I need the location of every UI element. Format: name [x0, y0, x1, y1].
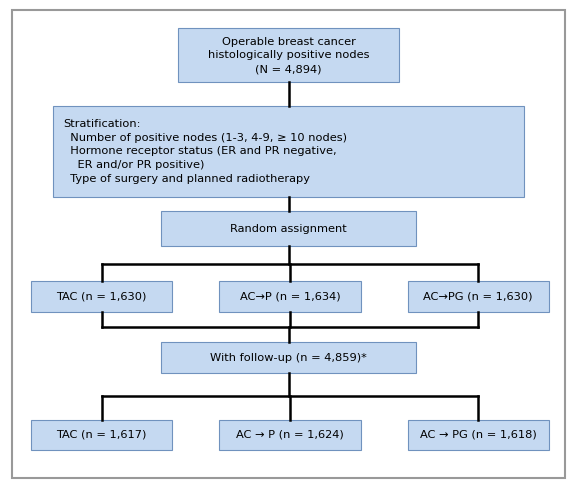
- FancyBboxPatch shape: [31, 420, 172, 450]
- Text: With follow-up (n = 4,859)*: With follow-up (n = 4,859)*: [210, 353, 367, 363]
- FancyBboxPatch shape: [219, 282, 361, 312]
- Text: Operable breast cancer
histologically positive nodes
(N = 4,894): Operable breast cancer histologically po…: [208, 37, 369, 74]
- Text: AC→PG (n = 1,630): AC→PG (n = 1,630): [424, 292, 533, 302]
- FancyBboxPatch shape: [407, 282, 549, 312]
- FancyBboxPatch shape: [219, 420, 361, 450]
- FancyBboxPatch shape: [12, 10, 565, 478]
- Text: TAC (n = 1,617): TAC (n = 1,617): [57, 430, 147, 440]
- Text: TAC (n = 1,630): TAC (n = 1,630): [57, 292, 147, 302]
- Text: Stratification:
  Number of positive nodes (1-3, 4-9, ≥ 10 nodes)
  Hormone rece: Stratification: Number of positive nodes…: [63, 119, 347, 183]
- FancyBboxPatch shape: [161, 211, 416, 246]
- FancyBboxPatch shape: [178, 28, 399, 82]
- Text: AC → P (n = 1,624): AC → P (n = 1,624): [236, 430, 344, 440]
- FancyBboxPatch shape: [161, 343, 416, 373]
- FancyBboxPatch shape: [31, 282, 172, 312]
- FancyBboxPatch shape: [407, 420, 549, 450]
- Text: Random assignment: Random assignment: [230, 224, 347, 234]
- FancyBboxPatch shape: [53, 106, 524, 197]
- Text: AC → PG (n = 1,618): AC → PG (n = 1,618): [420, 430, 537, 440]
- Text: AC→P (n = 1,634): AC→P (n = 1,634): [239, 292, 340, 302]
